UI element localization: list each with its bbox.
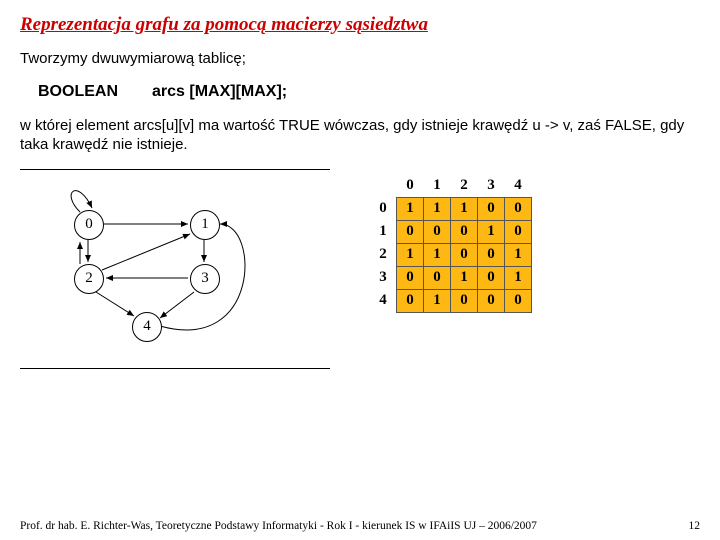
- matrix-cell: 0: [478, 289, 505, 312]
- footer-text: Prof. dr hab. E. Richter-Was, Teoretyczn…: [20, 520, 537, 532]
- matrix-cell: 0: [451, 243, 478, 266]
- page-number: 12: [689, 520, 701, 532]
- matrix-cell: 0: [397, 220, 424, 243]
- row-header: 1: [370, 220, 397, 243]
- slide-title: Reprezentacja grafu za pomocą macierzy s…: [20, 14, 700, 36]
- matrix-cell: 0: [451, 289, 478, 312]
- matrix-cell: 0: [424, 220, 451, 243]
- col-header: 0: [397, 175, 424, 198]
- declaration: BOOLEAN arcs [MAX][MAX];: [38, 83, 700, 101]
- matrix-cell: 0: [478, 197, 505, 220]
- explanation-text: w której element arcs[u][v] ma wartość T…: [20, 117, 700, 155]
- matrix-cell: 0: [397, 266, 424, 289]
- row-header: 0: [370, 197, 397, 220]
- row-header: 4: [370, 289, 397, 312]
- graph-node-2: 2: [74, 264, 104, 294]
- col-header: 3: [478, 175, 505, 198]
- col-header: 2: [451, 175, 478, 198]
- matrix-cell: 1: [451, 197, 478, 220]
- col-header: 1: [424, 175, 451, 198]
- matrix-cell: 0: [451, 220, 478, 243]
- decl-var: arcs [MAX][MAX];: [152, 83, 287, 100]
- matrix-cell: 0: [397, 289, 424, 312]
- matrix-cell: 0: [505, 197, 532, 220]
- graph-node-3: 3: [190, 264, 220, 294]
- row-header: 2: [370, 243, 397, 266]
- matrix-cell: 1: [424, 197, 451, 220]
- adjacency-matrix: 0 1 2 3 4 011100 100010 211001 300101 40…: [370, 175, 532, 369]
- graph-node-0: 0: [74, 210, 104, 240]
- row-header: 3: [370, 266, 397, 289]
- matrix-cell: 0: [478, 266, 505, 289]
- matrix-cell: 1: [424, 243, 451, 266]
- graph-figure: 0 1 2 3 4: [20, 169, 330, 369]
- graph-node-1: 1: [190, 210, 220, 240]
- matrix-cell: 1: [505, 243, 532, 266]
- matrix-cell: 1: [424, 289, 451, 312]
- decl-type: BOOLEAN: [38, 83, 148, 101]
- matrix-cell: 0: [505, 220, 532, 243]
- col-header: 4: [505, 175, 532, 198]
- matrix-cell: 0: [478, 243, 505, 266]
- matrix-cell: 1: [451, 266, 478, 289]
- matrix-cell: 1: [505, 266, 532, 289]
- matrix-cell: 1: [397, 243, 424, 266]
- matrix-cell: 1: [478, 220, 505, 243]
- matrix-cell: 0: [505, 289, 532, 312]
- matrix-cell: 0: [424, 266, 451, 289]
- graph-node-4: 4: [132, 312, 162, 342]
- matrix-cell: 1: [397, 197, 424, 220]
- intro-text: Tworzymy dwuwymiarową tablicę;: [20, 50, 700, 67]
